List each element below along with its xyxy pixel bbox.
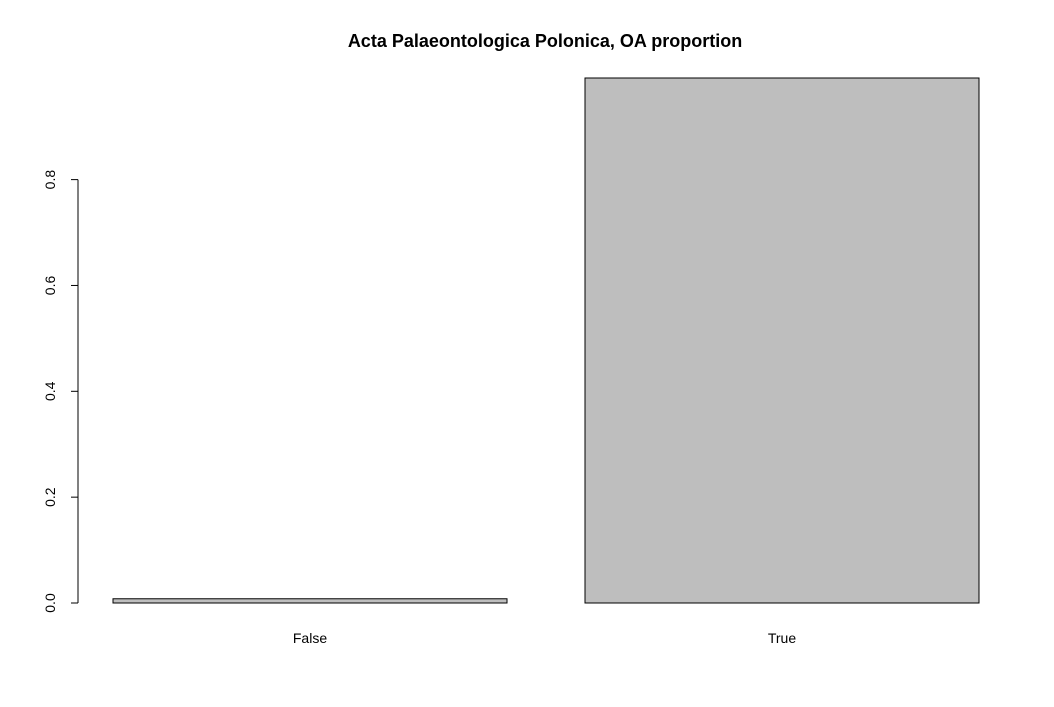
bar-true — [584, 77, 980, 604]
x-tick-label-false: False — [293, 630, 327, 646]
x-tick-label-true: True — [768, 630, 796, 646]
x-axis-labels: False True — [293, 630, 796, 646]
y-tick-label: 0.6 — [42, 276, 58, 296]
y-axis: 0.0 0.2 0.4 0.6 0.8 — [42, 170, 79, 613]
chart-title: Acta Palaeontologica Polonica, OA propor… — [348, 31, 742, 51]
bar-false — [112, 598, 508, 604]
y-tick-label: 0.8 — [42, 170, 58, 190]
y-tick-label: 0.4 — [42, 381, 58, 401]
bars — [112, 77, 980, 604]
y-tick-label: 0.0 — [42, 593, 58, 613]
y-tick-label: 0.2 — [42, 487, 58, 507]
